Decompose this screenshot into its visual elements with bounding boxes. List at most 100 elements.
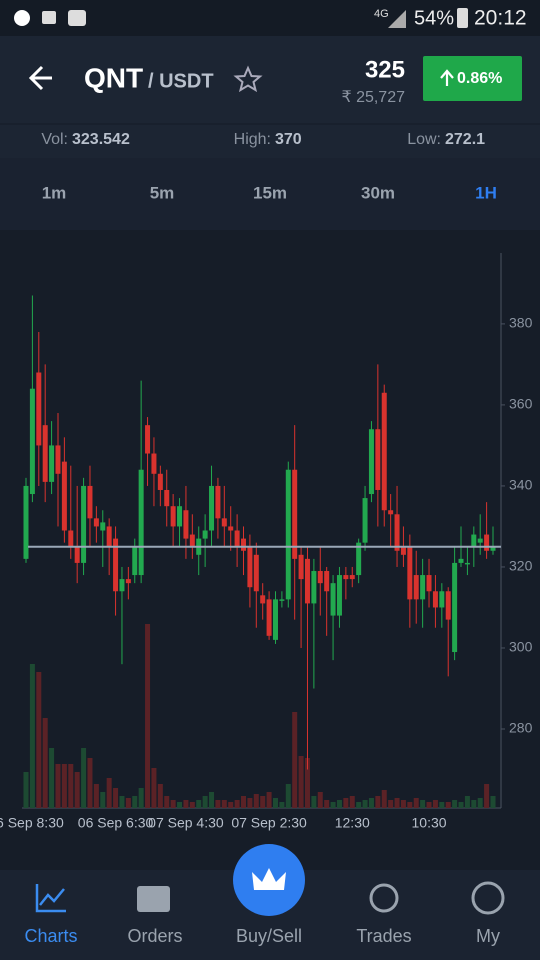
candle-body	[317, 571, 323, 584]
candle-body	[452, 562, 458, 653]
candle-body	[266, 599, 272, 636]
crown-icon	[252, 868, 286, 890]
candle-body	[356, 542, 362, 576]
candle-body	[189, 534, 195, 547]
volume-bar	[221, 800, 227, 808]
x-tick-label: 07 Sep 2:30	[231, 815, 307, 831]
volume-bar	[209, 792, 215, 808]
volume-bar	[74, 772, 80, 808]
candle-body	[138, 469, 144, 576]
candle-body	[81, 485, 87, 563]
timeframe-tab[interactable]: 1m	[42, 183, 67, 202]
nav-item[interactable]: Charts	[24, 926, 77, 946]
status-icon	[68, 10, 86, 26]
candle-body	[221, 518, 227, 527]
candle-body	[445, 591, 451, 620]
candle-body	[471, 534, 477, 547]
status-bar	[0, 0, 540, 36]
y-tick-label: 380	[509, 315, 533, 331]
volume-bar	[445, 802, 451, 808]
vol-label: Vol:	[41, 131, 68, 148]
volume-bar	[247, 798, 253, 808]
nav-item[interactable]: Orders	[127, 926, 182, 946]
volume-bar	[87, 758, 93, 808]
volume-bar	[241, 796, 247, 808]
volume-bar	[253, 794, 259, 808]
candle-body	[202, 530, 208, 539]
volume-bar	[324, 800, 330, 808]
candle-body	[119, 579, 125, 592]
nav-item[interactable]: Trades	[356, 926, 411, 946]
volume-bar	[471, 800, 477, 808]
candle-body	[215, 485, 221, 519]
volume-bar	[36, 672, 42, 808]
volume-bar	[362, 800, 368, 808]
candle-body	[209, 485, 215, 531]
timeframe-tab[interactable]: 15m	[253, 183, 287, 202]
volume-bar	[304, 758, 310, 808]
volume-bar	[375, 796, 381, 808]
candle-body	[324, 571, 330, 592]
nav-item[interactable]: Buy/Sell	[236, 926, 302, 946]
symbol: QNT	[84, 62, 143, 93]
candle-body	[362, 498, 368, 543]
change-badge	[423, 56, 522, 101]
x-tick-label: 10:30	[412, 815, 447, 831]
candle-body	[439, 591, 445, 608]
y-tick-label: 300	[509, 639, 533, 655]
x-tick-label: 12:30	[335, 815, 370, 831]
nav-item[interactable]: My	[476, 926, 500, 946]
candle-body	[330, 583, 336, 616]
candle-body	[145, 425, 151, 454]
candle-body	[477, 538, 483, 543]
volume-bar	[183, 800, 189, 808]
volume-bar	[170, 800, 176, 808]
volume-bar	[477, 798, 483, 808]
volume-bar	[432, 800, 438, 808]
timeframe-bar	[0, 158, 540, 230]
volume-bar	[93, 784, 99, 808]
volume-bar	[413, 798, 419, 808]
candle-body	[407, 546, 413, 600]
volume-bar	[119, 796, 125, 808]
signal-icon	[388, 10, 406, 28]
candle-body	[157, 473, 163, 490]
volume-bar	[343, 798, 349, 808]
network: 4G	[374, 8, 389, 20]
volume-bar	[55, 764, 61, 808]
volume-bar	[464, 796, 470, 808]
candle-body	[253, 554, 259, 592]
y-tick-label: 360	[509, 396, 533, 412]
volume-bar	[439, 802, 445, 808]
volume-bar	[100, 792, 106, 808]
candle-body	[298, 554, 304, 580]
quote: / USDT	[148, 70, 214, 92]
candle-body	[426, 575, 432, 592]
volume-bar	[317, 792, 323, 808]
timeframe-tab[interactable]: 1H	[475, 183, 497, 202]
volume-bar	[196, 800, 202, 808]
candle-body	[349, 575, 355, 580]
candle-body	[375, 429, 381, 490]
volume-bar	[426, 802, 432, 808]
candle-body	[241, 538, 247, 551]
my-icon	[471, 881, 505, 915]
timeframe-tab[interactable]: 30m	[361, 183, 395, 202]
volume-bar	[272, 798, 278, 808]
volume-bar	[42, 718, 48, 808]
y-tick-label: 320	[509, 558, 533, 574]
favorite-star[interactable]	[233, 65, 263, 93]
candle-body	[388, 510, 394, 515]
high: 370	[275, 131, 302, 148]
status-icon	[42, 11, 56, 24]
candle-body	[272, 599, 278, 640]
candle-body	[23, 485, 29, 559]
back-button[interactable]	[28, 65, 52, 91]
low: 272.1	[445, 131, 485, 148]
volume-bar	[113, 788, 119, 808]
candle-body	[279, 599, 285, 601]
candle-body	[458, 558, 464, 563]
timeframe-tab[interactable]: 5m	[150, 183, 175, 202]
